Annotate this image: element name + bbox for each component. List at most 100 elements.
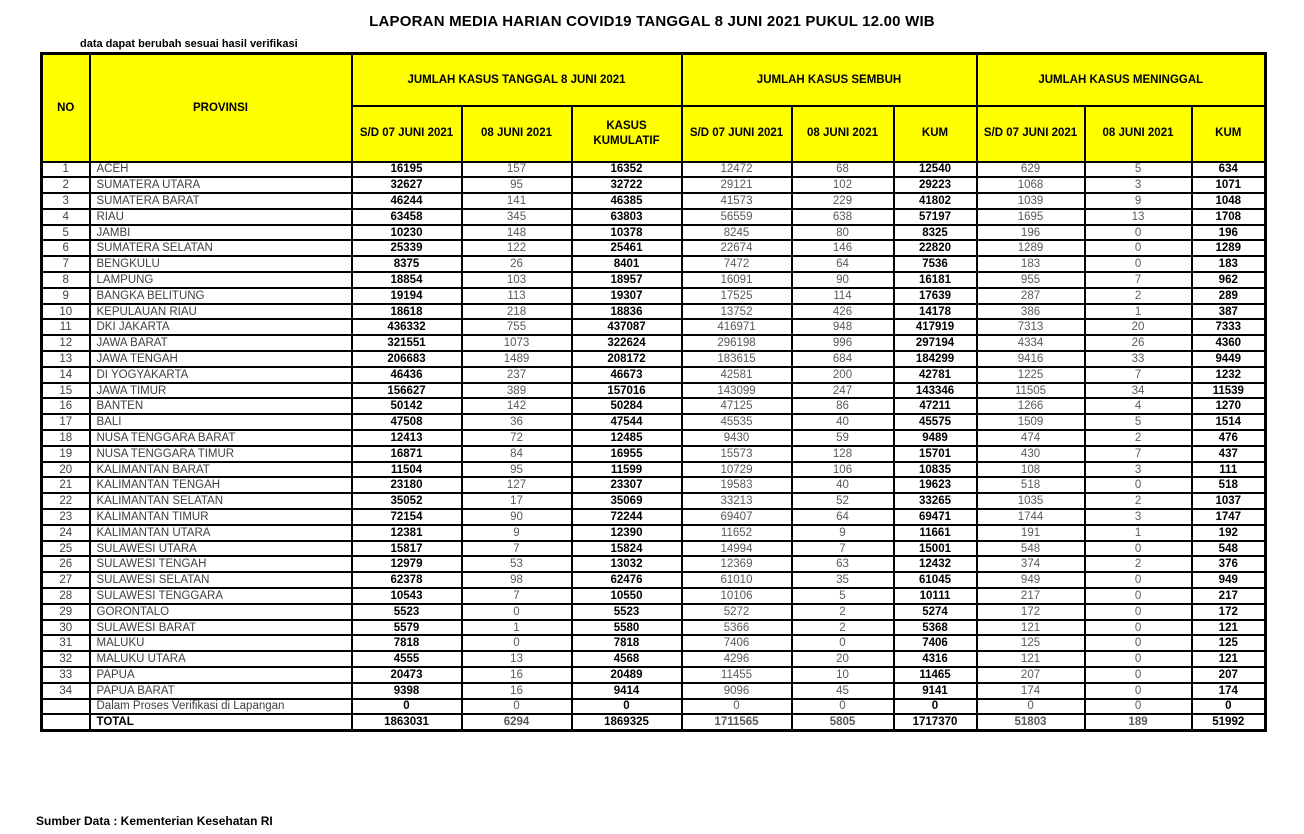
value-cell: 1514: [1190, 413, 1267, 432]
value-cell: 45575: [892, 413, 978, 432]
value-cell: 1863031: [350, 713, 463, 732]
value-cell: 7818: [350, 634, 463, 653]
value-cell: 19583: [680, 476, 793, 495]
value-cell: 61045: [892, 571, 978, 590]
province-cell: GORONTALO: [88, 602, 353, 621]
value-cell: 157016: [570, 381, 683, 400]
province-cell: JAWA TENGAH: [88, 350, 353, 368]
value-cell: 1289: [975, 239, 1086, 258]
value-cell: 12369: [680, 555, 793, 574]
value-cell: 46385: [570, 192, 683, 210]
province-cell: SULAWESI BARAT: [88, 618, 353, 637]
verification-note: data dapat berubah sesuai hasil verifika…: [80, 38, 298, 50]
province-cell: KALIMANTAN TIMUR: [88, 508, 353, 526]
value-cell: 19307: [570, 286, 683, 305]
table-row: 2 SUMATERA UTARA 32627 95 32722 29121 102 29223…: [40, 176, 1267, 195]
value-cell: 634: [1190, 160, 1267, 179]
value-cell: 29223: [892, 176, 978, 195]
value-cell: 548: [975, 539, 1086, 558]
value-cell: 128: [790, 444, 895, 463]
value-cell: 755: [460, 318, 573, 337]
value-cell: 59: [790, 429, 895, 447]
value-cell: 1717370: [892, 713, 978, 732]
value-cell: 1048: [1190, 192, 1267, 210]
province-cell: SULAWESI TENGGARA: [88, 587, 353, 605]
value-cell: 0: [1083, 634, 1193, 653]
value-cell: 80: [790, 223, 895, 242]
subcol-kasus-kumulatif: KASUS KUMULATIF: [570, 104, 683, 163]
table-row: 17 BALI 47508 36 47544 45535 40 45575 1509 5 1514: [40, 413, 1267, 432]
value-cell: 207: [975, 666, 1086, 684]
value-cell: 184299: [892, 350, 978, 368]
value-cell: 68: [790, 160, 895, 179]
table-row: 20 KALIMANTAN BARAT 11504 95 11599 10729 106 10…: [40, 460, 1267, 479]
value-cell: 218: [460, 302, 573, 321]
value-cell: 122: [460, 239, 573, 258]
value-cell: 69471: [892, 508, 978, 526]
table-row: 12 JAWA BARAT 321551 1073 322624 296198 996 297…: [40, 334, 1267, 353]
value-cell: 4360: [1190, 334, 1267, 353]
value-cell: 1225: [975, 365, 1086, 384]
value-cell: 7333: [1190, 318, 1267, 337]
value-cell: 0: [680, 697, 793, 716]
value-cell: 386: [975, 302, 1086, 321]
value-cell: 0: [1083, 571, 1193, 590]
value-cell: 22674: [680, 239, 793, 258]
value-cell: 12472: [680, 160, 793, 179]
value-cell: 548: [1190, 539, 1267, 558]
value-cell: 15001: [892, 539, 978, 558]
value-cell: 1708: [1190, 207, 1267, 226]
value-cell: 0: [460, 602, 573, 621]
value-cell: 47211: [892, 397, 978, 416]
table-row: 29 GORONTALO 5523 0 5523 5272 2 5274 172 0 172: [40, 602, 1267, 621]
value-cell: 0: [1083, 255, 1193, 274]
source-note: Sumber Data : Kementerian Kesehatan RI: [36, 814, 273, 828]
province-cell: JAWA TIMUR: [88, 381, 353, 400]
no-cell: [40, 713, 91, 732]
value-cell: 121: [975, 650, 1086, 668]
no-cell: 9: [40, 286, 91, 305]
value-cell: 141: [460, 192, 573, 210]
verification-row: Dalam Proses Verifikasi di Lapangan 0 0 0 0 0…: [40, 697, 1267, 716]
value-cell: 19194: [350, 286, 463, 305]
value-cell: 955: [975, 271, 1086, 289]
value-cell: 41802: [892, 192, 978, 210]
no-cell: 33: [40, 666, 91, 684]
value-cell: 5272: [680, 602, 793, 621]
value-cell: 62378: [350, 571, 463, 590]
province-cell: Dalam Proses Verifikasi di Lapangan: [88, 697, 353, 716]
value-cell: 16091: [680, 271, 793, 289]
value-cell: 102: [790, 176, 895, 195]
value-cell: 3: [1083, 508, 1193, 526]
subcol-meninggal-hariini: 08 JUNI 2021: [1083, 104, 1193, 163]
value-cell: 12413: [350, 429, 463, 447]
value-cell: 1039: [975, 192, 1086, 210]
value-cell: 46436: [350, 365, 463, 384]
value-cell: 127: [460, 476, 573, 495]
value-cell: 57197: [892, 207, 978, 226]
value-cell: 4334: [975, 334, 1086, 353]
value-cell: 376: [1190, 555, 1267, 574]
value-cell: 474: [975, 429, 1086, 447]
value-cell: 1068: [975, 176, 1086, 195]
value-cell: 142: [460, 397, 573, 416]
value-cell: 35052: [350, 492, 463, 511]
value-cell: 7: [790, 539, 895, 558]
value-cell: 9449: [1190, 350, 1267, 368]
value-cell: 1: [1083, 302, 1193, 321]
province-cell: TOTAL: [88, 713, 353, 732]
value-cell: 18854: [350, 271, 463, 289]
table-row: 19 NUSA TENGGARA TIMUR 16871 84 16955 15573 12…: [40, 444, 1267, 463]
value-cell: 52: [790, 492, 895, 511]
subcol-kasus-hariini: 08 JUNI 2021: [460, 104, 573, 163]
no-cell: 23: [40, 508, 91, 526]
value-cell: 4296: [680, 650, 793, 668]
value-cell: 9398: [350, 681, 463, 700]
value-cell: 0: [350, 697, 463, 716]
value-cell: 10543: [350, 587, 463, 605]
value-cell: 8375: [350, 255, 463, 274]
group-header-meninggal: JUMLAH KASUS MENINGGAL: [975, 52, 1267, 107]
value-cell: 0: [460, 697, 573, 716]
value-cell: 121: [975, 618, 1086, 637]
